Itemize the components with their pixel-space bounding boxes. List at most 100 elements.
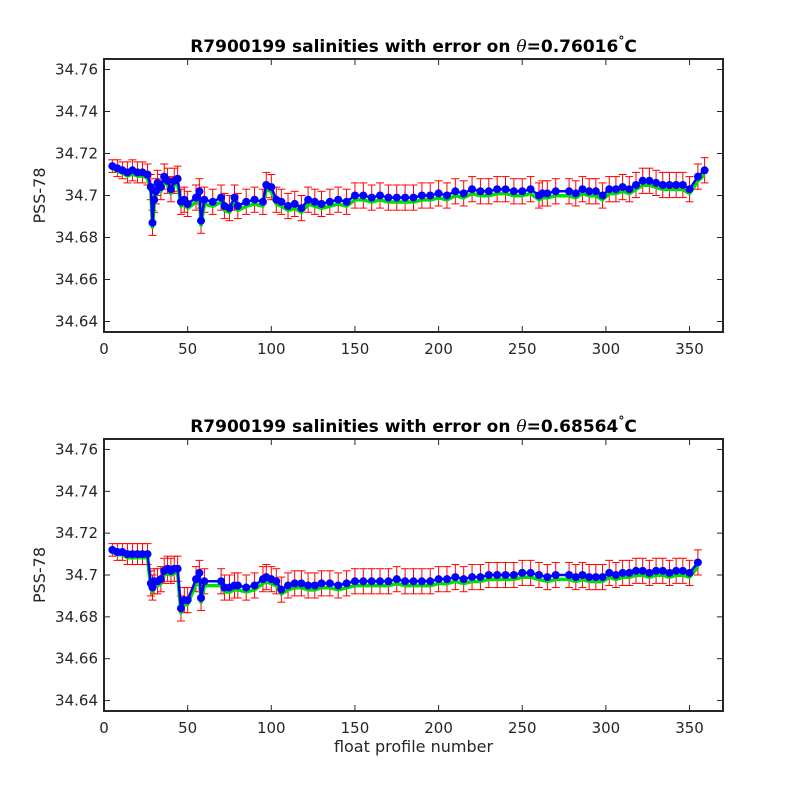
data-point xyxy=(578,571,587,579)
title-degree-symbol: ° xyxy=(618,414,624,428)
data-point xyxy=(578,185,587,194)
data-point xyxy=(678,181,687,189)
y-tick-label: 34.66 xyxy=(55,650,98,668)
data-point xyxy=(242,197,251,206)
data-point xyxy=(290,579,299,588)
data-point xyxy=(148,583,157,592)
data-point xyxy=(192,193,201,202)
data-point xyxy=(493,185,502,194)
title-prefix: R7900199 salinities with error on xyxy=(190,37,516,57)
y-tick-label: 34.72 xyxy=(55,145,98,163)
data-point xyxy=(526,185,535,194)
data-point xyxy=(200,577,209,586)
data-point xyxy=(350,577,359,586)
data-point xyxy=(197,216,206,225)
data-point xyxy=(484,187,493,196)
data-point xyxy=(591,573,600,582)
data-point xyxy=(665,568,674,577)
x-tick-label: 250 xyxy=(508,340,537,358)
data-point xyxy=(645,176,654,185)
data-point xyxy=(359,191,368,200)
data-point xyxy=(225,204,234,213)
data-point xyxy=(585,573,594,582)
data-point xyxy=(571,573,580,582)
data-point xyxy=(325,197,334,206)
data-point xyxy=(304,581,313,590)
data-point xyxy=(401,193,410,202)
y-axis-label: PSS-78 xyxy=(30,167,49,223)
data-point xyxy=(297,579,306,588)
data-point xyxy=(451,573,460,582)
y-tick-label: 34.64 xyxy=(55,313,98,331)
data-point xyxy=(618,183,627,192)
data-point xyxy=(233,581,242,590)
x-tick-label: 50 xyxy=(178,719,197,737)
data-point xyxy=(417,191,426,200)
data-point xyxy=(685,185,694,194)
data-point xyxy=(693,558,702,567)
data-point xyxy=(526,568,535,577)
data-point xyxy=(195,187,204,196)
data-point xyxy=(665,181,674,189)
data-point xyxy=(242,583,251,592)
data-point xyxy=(359,577,368,586)
data-point xyxy=(476,187,485,196)
data-point xyxy=(297,204,306,213)
data-point xyxy=(392,193,401,202)
data-point xyxy=(658,181,667,189)
data-point xyxy=(258,197,267,206)
data-point xyxy=(384,577,393,586)
title-unit: C xyxy=(624,417,636,437)
data-point xyxy=(195,568,204,577)
chart-panel-2: R7900199 salinities with error on θ=0.68… xyxy=(30,414,724,737)
title-degree-symbol: ° xyxy=(618,34,624,48)
data-point xyxy=(426,577,435,586)
data-point xyxy=(571,189,580,198)
x-tick-label: 0 xyxy=(99,719,109,737)
data-point xyxy=(156,183,165,192)
data-point xyxy=(551,571,560,579)
data-point xyxy=(173,564,182,573)
data-point xyxy=(484,571,493,579)
data-point xyxy=(611,185,620,194)
data-point xyxy=(392,575,401,584)
data-point xyxy=(534,571,543,579)
data-point xyxy=(310,197,319,206)
data-point xyxy=(493,571,502,579)
chart-title: R7900199 salinities with error on θ=0.76… xyxy=(190,34,637,57)
data-point xyxy=(325,579,334,588)
x-tick-label: 350 xyxy=(675,719,704,737)
data-point xyxy=(267,183,276,192)
x-tick-label: 200 xyxy=(424,340,453,358)
data-point xyxy=(501,185,510,194)
y-tick-label: 34.66 xyxy=(55,271,98,289)
data-point xyxy=(598,191,607,200)
data-point xyxy=(417,577,426,586)
data-point xyxy=(518,187,527,196)
data-point xyxy=(310,581,319,590)
data-point xyxy=(632,181,641,189)
data-point xyxy=(658,566,667,575)
data-point xyxy=(250,581,259,590)
data-point xyxy=(230,193,239,202)
y-tick-label: 34.76 xyxy=(55,440,98,458)
data-point xyxy=(638,176,647,185)
data-point xyxy=(401,577,410,586)
data-point xyxy=(543,189,552,198)
x-tick-label: 50 xyxy=(178,340,197,358)
x-tick-label: 150 xyxy=(341,340,370,358)
data-point xyxy=(551,187,560,196)
data-point xyxy=(342,579,351,588)
y-tick-label: 34.72 xyxy=(55,524,98,542)
y-tick-label: 34.76 xyxy=(55,61,98,79)
data-point xyxy=(200,195,209,204)
data-point xyxy=(611,571,620,579)
title-unit: C xyxy=(624,37,636,57)
data-point xyxy=(625,568,634,577)
data-point xyxy=(476,573,485,582)
data-point xyxy=(543,573,552,582)
data-point xyxy=(272,577,281,586)
data-point xyxy=(217,193,226,202)
data-point xyxy=(284,202,293,210)
data-point xyxy=(250,195,259,204)
